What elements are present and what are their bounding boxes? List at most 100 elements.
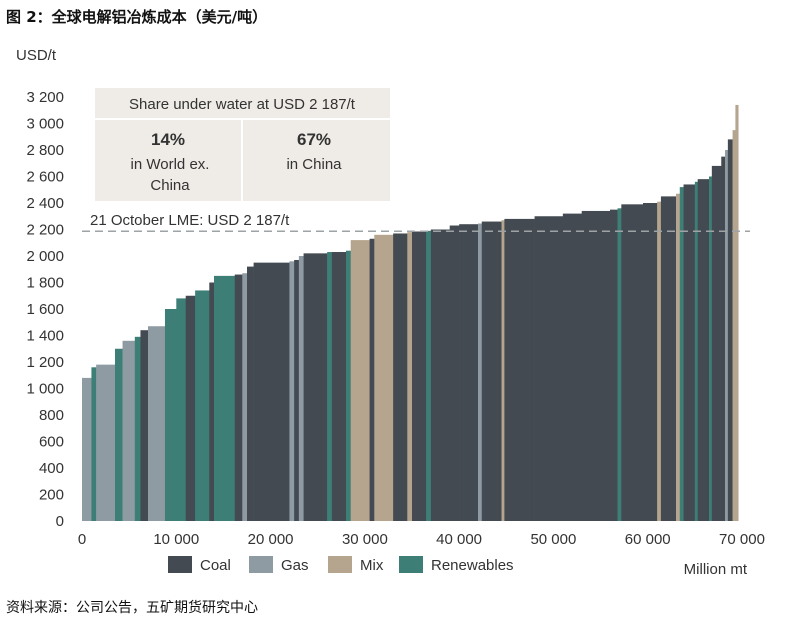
cost-bar-coal [185, 295, 196, 521]
cost-bar-coal [643, 203, 658, 521]
y-tick-labels: 0 200 400 600 800 1 000 1 200 1 400 1 600 1 800 2 … [26, 89, 64, 530]
cost-bar-coal [697, 179, 710, 521]
x-tick-labels: 0 10 000 20 000 30 000 40 000 50 000 60 000 70 … [78, 531, 765, 548]
cost-bar-gas [298, 256, 304, 521]
annotation-world-value: 14% [151, 130, 185, 149]
cost-bar-gas [148, 326, 166, 521]
legend-label-mix: Mix [360, 557, 384, 574]
cost-bar-coal [140, 330, 149, 521]
cost-bar-coal [721, 156, 726, 522]
cost-bar-gas [242, 273, 248, 521]
legend-swatch-mix [328, 556, 352, 573]
cost-bar-mix [350, 240, 370, 521]
cost-bar-renewables [164, 309, 177, 521]
cost-bar-mix [657, 201, 662, 522]
y-tick-label: 400 [39, 460, 64, 477]
cost-bar-mix [374, 234, 394, 522]
figure-title: 图 2：全球电解铝冶炼成本（美元/吨） [6, 8, 268, 26]
bars-layer [82, 104, 739, 522]
y-tick-label: 1 200 [26, 354, 64, 371]
cost-bar-coal [711, 165, 722, 521]
cost-bar-coal [459, 224, 479, 521]
cost-bar-gas [725, 150, 729, 521]
cost-bar-renewables [694, 181, 698, 522]
cost-bar-coal [727, 139, 733, 521]
annotation-box: Share under water at USD 2 187/t 14% in … [95, 88, 390, 201]
cost-bar-coal [610, 209, 618, 522]
cost-bar-renewables [134, 336, 141, 521]
legend-swatch-renewables [399, 556, 423, 573]
annotation-header: Share under water at USD 2 187/t [129, 96, 356, 113]
cost-bar-renewables [176, 298, 187, 521]
y-tick-label: 200 [39, 487, 64, 504]
cost-bar-renewables [91, 367, 97, 521]
cost-bar-renewables [679, 187, 684, 521]
annotation-world-line2: China [150, 177, 190, 194]
x-tick-label: 10 000 [153, 531, 199, 548]
cost-bar-coal [562, 213, 583, 521]
cost-bar-renewables [327, 252, 333, 521]
cost-bar-coal [412, 231, 427, 522]
cost-bar-coal [393, 233, 408, 522]
y-tick-label: 2 600 [26, 169, 64, 186]
cost-bar-coal [683, 184, 696, 521]
cost-bar-coal [303, 253, 328, 521]
cost-bar-coal [430, 229, 451, 521]
y-tick-label: 1 600 [26, 301, 64, 318]
x-tick-label: 60 000 [625, 531, 671, 548]
y-tick-label: 2 400 [26, 195, 64, 212]
cost-bar-coal [209, 282, 215, 521]
cost-bar-coal [294, 259, 300, 521]
y-tick-label: 2 000 [26, 248, 64, 265]
cost-bar-gas [289, 261, 295, 521]
legend: Coal Gas Mix Renewables [168, 556, 514, 574]
cost-bar-coal [234, 274, 243, 521]
legend-label-gas: Gas [281, 557, 309, 574]
cost-bar-coal [621, 204, 644, 521]
y-tick-label: 3 000 [26, 116, 64, 133]
y-tick-label: 0 [56, 513, 64, 530]
legend-swatch-coal [168, 556, 192, 573]
x-tick-label: 50 000 [530, 531, 576, 548]
cost-bar-renewables [617, 208, 622, 522]
cost-bar-renewables [709, 176, 713, 521]
cost-bar-mix [732, 130, 736, 522]
cost-bar-mix [407, 232, 413, 521]
legend-label-coal: Coal [200, 557, 231, 574]
cost-bar-gas [478, 223, 483, 522]
threshold-label: 21 October LME: USD 2 187/t [90, 212, 290, 229]
cost-bar-coal [331, 252, 347, 521]
y-axis-label: USD/t [16, 47, 57, 64]
cost-bar-coal [253, 262, 290, 522]
cost-bar-coal [504, 218, 535, 521]
y-tick-label: 600 [39, 434, 64, 451]
x-tick-label: 70 000 [719, 531, 765, 548]
cost-bar-renewables [195, 290, 210, 521]
annotation-china-line1: in China [286, 156, 342, 173]
cost-bar-gas [96, 364, 116, 521]
x-axis-label: Million mt [684, 561, 748, 578]
y-tick-label: 1 800 [26, 275, 64, 292]
y-tick-label: 2 200 [26, 222, 64, 239]
annotation-world-line1: in World ex. [131, 156, 210, 173]
cost-bar-mix [735, 104, 739, 521]
annotation-china-value: 67% [297, 130, 331, 149]
cost-bar-coal [534, 216, 564, 521]
cost-bar-coal [660, 196, 677, 522]
cost-bar-mix [676, 193, 681, 522]
legend-swatch-gas [249, 556, 273, 573]
x-tick-label: 0 [78, 531, 86, 548]
x-tick-label: 40 000 [436, 531, 482, 548]
cost-bar-coal [369, 238, 375, 521]
legend-label-renewables: Renewables [431, 557, 514, 574]
cost-bar-coal [449, 225, 460, 521]
x-tick-label: 30 000 [342, 531, 388, 548]
y-tick-label: 1 400 [26, 328, 64, 345]
y-tick-label: 1 000 [26, 381, 64, 398]
cost-bar-renewables [426, 230, 432, 521]
cost-bar-mix [501, 220, 505, 522]
cost-bar-renewables [115, 348, 123, 521]
cost-bar-coal [247, 266, 254, 521]
y-tick-label: 2 800 [26, 142, 64, 159]
